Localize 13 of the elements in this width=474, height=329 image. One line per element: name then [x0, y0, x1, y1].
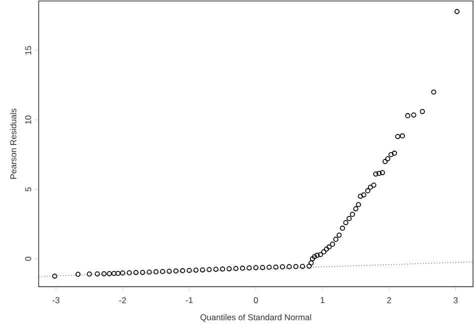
- y-tick-label: 0: [25, 256, 32, 261]
- y-tick-label: 10: [25, 116, 32, 124]
- y-tick-label: 5: [25, 187, 32, 192]
- y-axis-title: Pearson Residuals: [10, 108, 16, 179]
- y-tick-label: 15: [25, 46, 32, 55]
- x-tick-label: 2: [387, 297, 392, 304]
- x-tick-label: 0: [254, 297, 258, 304]
- x-tick-label: -1: [186, 297, 193, 304]
- x-tick-label: -2: [119, 297, 126, 304]
- x-axis-title: Quantiles of Standard Normal: [200, 314, 312, 322]
- x-tick-label: 1: [320, 297, 324, 304]
- x-tick-label: -3: [52, 297, 60, 304]
- x-tick-label: 3: [454, 297, 458, 304]
